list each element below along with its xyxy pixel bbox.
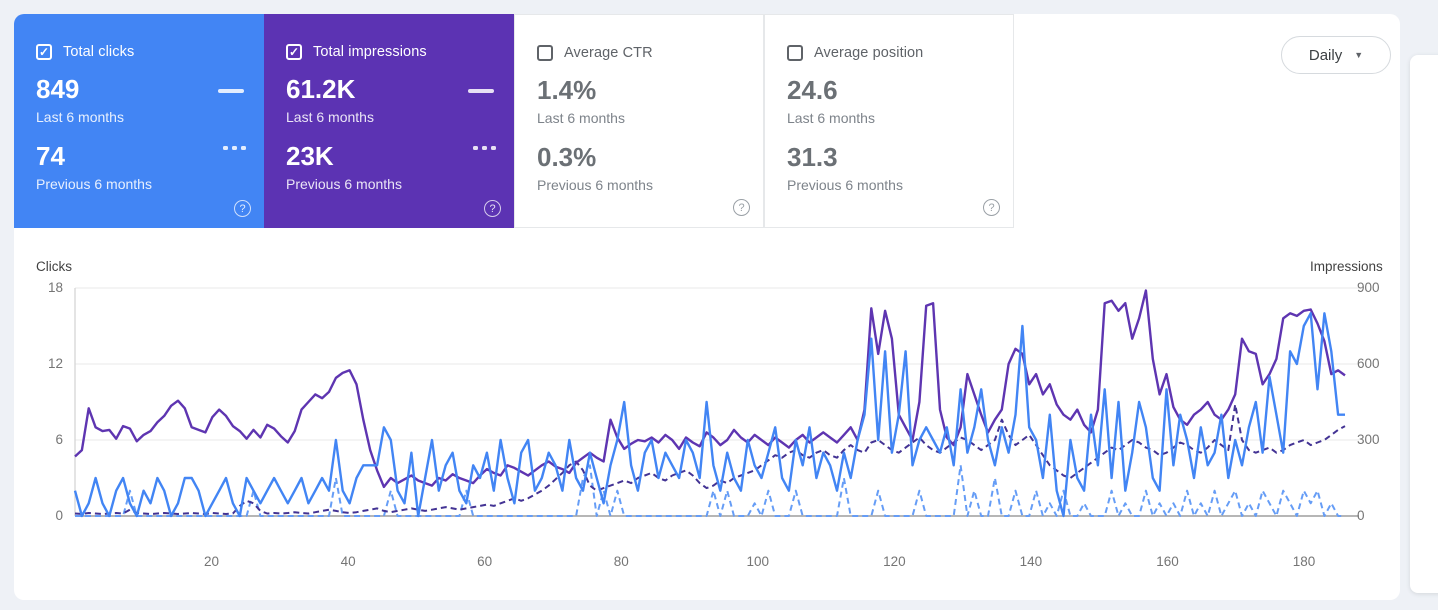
- performance-chart[interactable]: [73, 287, 1359, 518]
- ctr-prev-label: Previous 6 months: [537, 177, 653, 193]
- x-axis-tick: 20: [204, 554, 220, 569]
- impressions-last-6-months-line: [74, 289, 1346, 489]
- x-axis-tick: 140: [1019, 554, 1043, 569]
- solid-line-icon: [468, 89, 494, 93]
- average-ctr-checkbox-icon[interactable]: [537, 45, 553, 61]
- impressions-prev-value: 23K: [286, 141, 334, 171]
- ctr-last-label: Last 6 months: [537, 110, 625, 126]
- right-axis-tick: 0: [1357, 508, 1365, 523]
- clicks-last-value: 849: [36, 74, 80, 104]
- metric-cards-row: ✓ Total clicks 849 Last 6 months 74 Prev…: [14, 14, 1014, 228]
- clicks-prev-value: 74: [36, 141, 65, 171]
- right-axis-tick: 300: [1357, 432, 1380, 447]
- performance-panel: ✓ Total clicks 849 Last 6 months 74 Prev…: [14, 14, 1400, 600]
- granularity-value: Daily: [1308, 46, 1343, 64]
- help-icon[interactable]: ?: [983, 199, 1000, 216]
- help-icon[interactable]: ?: [484, 200, 501, 217]
- impressions-prev-label: Previous 6 months: [286, 176, 402, 192]
- x-axis-tick: 120: [883, 554, 906, 569]
- card-label: Total impressions: [313, 44, 427, 60]
- help-icon[interactable]: ?: [234, 200, 251, 217]
- impressions-previous-6-months-line: [74, 403, 1346, 515]
- card-total-clicks[interactable]: ✓ Total clicks 849 Last 6 months 74 Prev…: [14, 14, 264, 228]
- solid-line-icon: [218, 89, 244, 93]
- right-axis-tick: 900: [1357, 280, 1380, 295]
- help-icon[interactable]: ?: [733, 199, 750, 216]
- x-axis-tick: 160: [1156, 554, 1179, 569]
- card-total-impressions[interactable]: ✓ Total impressions 61.2K Last 6 months …: [264, 14, 514, 228]
- x-axis-tick: 60: [477, 554, 493, 569]
- left-axis-tick: 0: [55, 508, 63, 523]
- dashed-line-icon: [473, 146, 496, 150]
- dashed-line-icon: [223, 146, 246, 150]
- clicks-prev-label: Previous 6 months: [36, 176, 152, 192]
- clicks-last-label: Last 6 months: [36, 109, 124, 125]
- position-last-label: Last 6 months: [787, 110, 875, 126]
- position-prev-value: 31.3: [787, 142, 838, 172]
- position-prev-label: Previous 6 months: [787, 177, 903, 193]
- card-label: Average position: [814, 45, 924, 61]
- left-axis-tick: 6: [55, 432, 63, 447]
- card-average-ctr[interactable]: Average CTR 1.4% Last 6 months 0.3% Prev…: [514, 14, 764, 228]
- total-impressions-checkbox-icon[interactable]: ✓: [286, 44, 302, 60]
- impressions-last-label: Last 6 months: [286, 109, 374, 125]
- position-last-value: 24.6: [787, 75, 838, 105]
- left-axis-title: Clicks: [36, 259, 72, 274]
- x-axis-tick: 80: [613, 554, 629, 569]
- x-axis-tick: 40: [340, 554, 356, 569]
- card-average-position[interactable]: Average position 24.6 Last 6 months 31.3…: [764, 14, 1014, 228]
- clicks-previous-6-months-line: [75, 464, 1345, 517]
- right-axis-tick: 600: [1357, 356, 1380, 371]
- x-axis-tick: 100: [746, 554, 770, 569]
- total-clicks-checkbox-icon[interactable]: ✓: [36, 44, 52, 60]
- impressions-last-value: 61.2K: [286, 74, 356, 104]
- chevron-down-icon: ▼: [1354, 50, 1364, 60]
- x-axis-tick: 180: [1292, 554, 1316, 569]
- average-position-checkbox-icon[interactable]: [787, 45, 803, 61]
- right-axis-title: Impressions: [1310, 259, 1383, 274]
- left-axis-tick: 18: [47, 280, 63, 295]
- side-panel-edge: [1410, 55, 1438, 593]
- card-label: Average CTR: [564, 45, 653, 61]
- left-axis-tick: 12: [47, 356, 63, 371]
- card-label: Total clicks: [63, 44, 135, 60]
- chart-svg: [73, 287, 1359, 518]
- granularity-dropdown[interactable]: Daily ▼: [1281, 36, 1391, 74]
- ctr-last-value: 1.4%: [537, 75, 597, 105]
- ctr-prev-value: 0.3%: [537, 142, 597, 172]
- clicks-last-6-months-line: [73, 312, 1345, 518]
